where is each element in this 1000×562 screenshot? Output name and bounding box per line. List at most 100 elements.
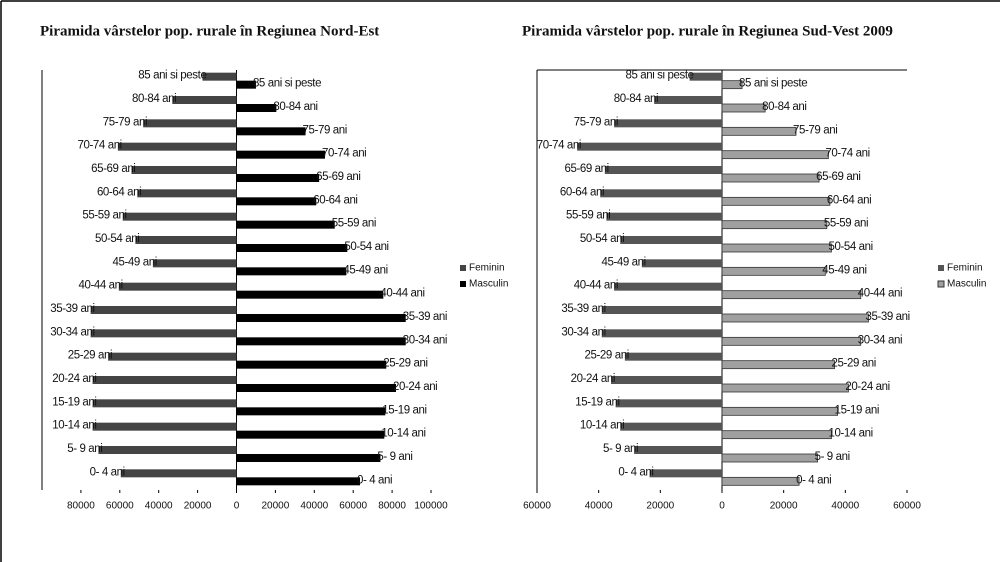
bar-category-label: 5- 9 ani <box>67 443 102 455</box>
bar-category-label: 80-84 ani <box>273 101 317 113</box>
bar <box>118 282 237 291</box>
x-tick-label: 20000 <box>261 501 289 512</box>
bar-category-label: 30-34 ani <box>858 334 902 346</box>
x-tick-label: 40000 <box>585 501 613 512</box>
bar-category-label: 50-54 ani <box>828 241 872 253</box>
bar <box>641 259 722 268</box>
bar <box>721 103 766 113</box>
bar-category-label: 35-39 ani <box>50 303 94 315</box>
bar <box>236 477 361 486</box>
bar <box>689 72 722 81</box>
bar <box>721 220 828 230</box>
bar-category-label: 25-29 ani <box>832 358 876 370</box>
legend-swatch <box>460 265 466 271</box>
legend-label: Feminin <box>469 263 505 274</box>
bar-category-label: 50-54 ani <box>580 233 624 245</box>
bar-category-label: 85 ani si peste <box>138 70 206 82</box>
bar <box>721 126 797 136</box>
bar-category-label: 40-44 ani <box>380 288 424 300</box>
x-tick-label: 20000 <box>646 501 674 512</box>
bar-category-label: 45-49 ani <box>343 264 387 276</box>
bar-category-label: 75-79 ani <box>793 124 837 136</box>
bar-category-label: 10-14 ani <box>381 428 425 440</box>
bar-category-label: 5- 9 ani <box>603 443 638 455</box>
bar <box>624 352 722 361</box>
bar <box>721 383 849 393</box>
legend-swatch <box>937 280 945 288</box>
bar <box>152 259 237 268</box>
legend-label: Feminin <box>947 263 983 274</box>
bar-category-label: 30-34 ani <box>403 334 447 346</box>
bar-category-label: 80-84 ani <box>762 101 806 113</box>
bar <box>135 236 237 244</box>
bar-category-label: 85 ani si peste <box>253 78 321 90</box>
bar <box>721 313 869 323</box>
x-tick-label: 20000 <box>184 501 212 512</box>
bar-category-label: 20-24 ani <box>845 381 889 393</box>
bar-category-label: 20-24 ani <box>52 373 96 385</box>
x-tick-label: 60000 <box>893 501 921 512</box>
bar <box>721 80 743 90</box>
bar-category-label: 15-19 ani <box>52 396 96 408</box>
bar-category-label: 35-39 ani <box>865 311 909 323</box>
bar-category-label: 0- 4 ani <box>796 474 831 486</box>
bar <box>604 166 722 174</box>
bar <box>611 376 722 384</box>
bar <box>92 376 237 384</box>
bar <box>236 80 256 89</box>
bar <box>721 476 800 486</box>
bar <box>606 212 722 221</box>
chart-title: Piramida vârstelor pop. rurale în Regiun… <box>40 23 379 39</box>
bar <box>634 446 722 454</box>
bar <box>721 336 862 346</box>
legend-label: Masculin <box>469 279 508 290</box>
bar <box>120 469 237 478</box>
bar <box>236 337 406 346</box>
x-tick-label: 80000 <box>378 501 406 512</box>
bar-category-label: 85 ani si peste <box>739 78 807 90</box>
x-tick-label: 20000 <box>770 501 798 512</box>
bar-category-label: 35-39 ani <box>403 311 447 323</box>
bar <box>92 399 237 408</box>
bar-category-label: 65-69 ani <box>816 171 860 183</box>
bar <box>620 422 722 431</box>
bar-category-label: 70-74 ani <box>322 148 366 160</box>
bar <box>601 329 722 338</box>
x-tick-label: 40000 <box>300 501 328 512</box>
bar <box>721 290 862 300</box>
bar <box>108 352 237 361</box>
bar-category-label: 50-54 ani <box>344 241 388 253</box>
bar <box>654 96 722 104</box>
bar <box>601 306 722 314</box>
bar <box>721 173 820 183</box>
bar-category-label: 40-44 ani <box>574 280 618 292</box>
bar <box>236 454 381 462</box>
bar-category-label: 55-59 ani <box>332 218 376 230</box>
bar-category-label: 25-29 ani <box>585 350 629 362</box>
bar-category-label: 10-14 ani <box>828 428 872 440</box>
legend-swatch <box>460 281 466 287</box>
bar-category-label: 0- 4 ani <box>357 474 392 486</box>
legend-swatch <box>938 265 944 271</box>
x-tick-label: 60000 <box>106 501 134 512</box>
bar-category-label: 75-79 ani <box>103 116 147 128</box>
bar-category-label: 75-79 ani <box>574 116 618 128</box>
bar-category-label: 10-14 ani <box>52 420 96 432</box>
bar-category-label: 20-24 ani <box>393 381 437 393</box>
bar <box>236 314 406 322</box>
x-tick-label: 0 <box>234 501 240 512</box>
bar <box>236 104 277 112</box>
bar-category-label: 70-74 ani <box>77 140 121 152</box>
bar-category-label: 15-19 ani <box>835 404 879 416</box>
bar <box>615 399 722 408</box>
bar-category-label: 30-34 ani <box>561 326 605 338</box>
bar <box>236 197 317 206</box>
x-tick-label: 60000 <box>523 501 551 512</box>
bar <box>92 422 237 431</box>
bar <box>236 290 384 299</box>
chart-title: Piramida vârstelor pop. rurale în Regiun… <box>522 23 893 39</box>
bar-category-label: 65-69 ani <box>564 163 608 175</box>
bar-category-label: 45-49 ani <box>822 264 866 276</box>
bar <box>600 189 722 198</box>
